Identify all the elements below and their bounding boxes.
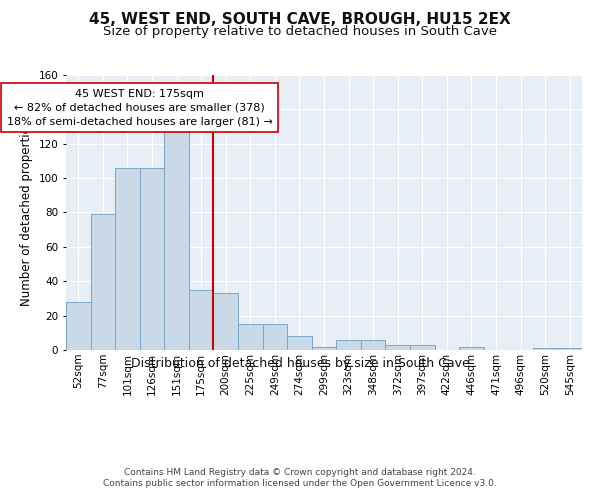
Y-axis label: Number of detached properties: Number of detached properties bbox=[20, 120, 33, 306]
Text: 45, WEST END, SOUTH CAVE, BROUGH, HU15 2EX: 45, WEST END, SOUTH CAVE, BROUGH, HU15 2… bbox=[89, 12, 511, 28]
Text: Size of property relative to detached houses in South Cave: Size of property relative to detached ho… bbox=[103, 25, 497, 38]
Bar bbox=[336, 340, 361, 350]
Bar bbox=[140, 168, 164, 350]
Text: 45 WEST END: 175sqm
← 82% of detached houses are smaller (378)
18% of semi-detac: 45 WEST END: 175sqm ← 82% of detached ho… bbox=[7, 88, 272, 126]
Bar bbox=[263, 324, 287, 350]
Bar bbox=[533, 348, 557, 350]
Text: Distribution of detached houses by size in South Cave: Distribution of detached houses by size … bbox=[131, 358, 469, 370]
Bar bbox=[164, 126, 189, 350]
Bar bbox=[214, 294, 238, 350]
Bar bbox=[115, 168, 140, 350]
Bar bbox=[238, 324, 263, 350]
Bar bbox=[312, 346, 336, 350]
Bar bbox=[287, 336, 312, 350]
Bar bbox=[361, 340, 385, 350]
Bar bbox=[557, 348, 582, 350]
Text: Contains HM Land Registry data © Crown copyright and database right 2024.
Contai: Contains HM Land Registry data © Crown c… bbox=[103, 468, 497, 487]
Bar bbox=[189, 290, 214, 350]
Bar bbox=[385, 345, 410, 350]
Bar bbox=[410, 345, 434, 350]
Bar bbox=[66, 302, 91, 350]
Bar bbox=[91, 214, 115, 350]
Bar bbox=[459, 346, 484, 350]
